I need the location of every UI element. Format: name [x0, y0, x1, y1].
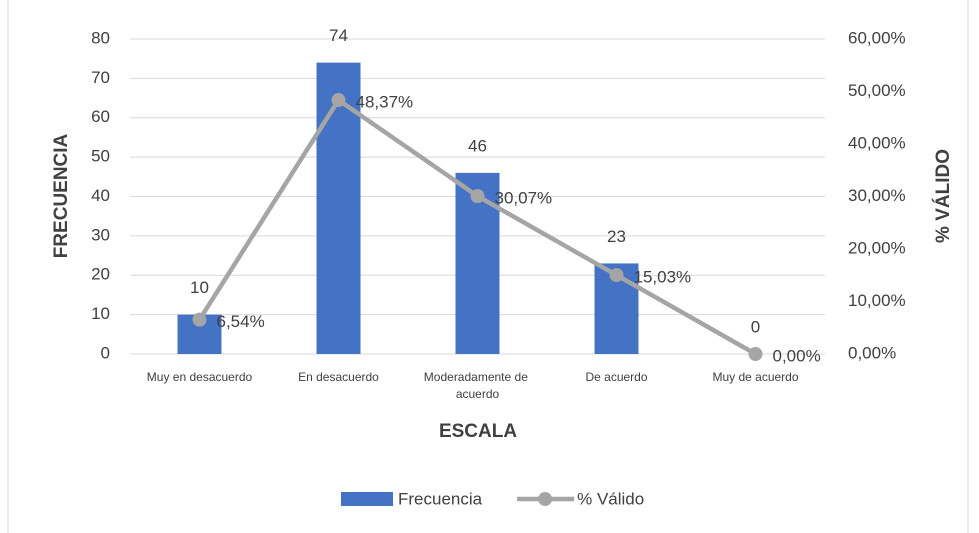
line-value-label: 48,37%: [356, 93, 414, 112]
legend-swatch-marker: [538, 492, 553, 506]
legend-label: Frecuencia: [398, 489, 483, 508]
chart-frame: [7, 0, 969, 533]
line-value-label: 6,54%: [217, 312, 265, 331]
x-tick-label: Muy de acuerdo: [712, 370, 798, 384]
y-tick-label: 50: [91, 147, 110, 166]
y-tick-label: 40: [91, 186, 110, 205]
legend-swatch: [341, 492, 393, 506]
y2-tick-label: 30,00%: [848, 186, 906, 205]
line-value-label: 30,07%: [495, 189, 553, 208]
bar-value-label: 10: [190, 278, 209, 297]
y-tick-label: 80: [91, 28, 110, 47]
y-tick-label: 60: [91, 107, 110, 126]
bar-value-label: 74: [329, 26, 348, 45]
x-tick-label: En desacuerdo: [298, 370, 379, 384]
y-tick-label: 0: [101, 343, 110, 362]
bar-value-label: 46: [468, 136, 487, 155]
y2-tick-label: 0,00%: [848, 343, 896, 362]
y2-tick-label: 20,00%: [848, 238, 906, 257]
y-tick-label: 70: [91, 68, 110, 87]
x-tick-label: Moderadamente de acuerdo: [424, 370, 531, 401]
y-axis-title: FRECUENCIA: [51, 133, 72, 258]
line-marker: [609, 268, 624, 283]
x-axis-title: ESCALA: [439, 421, 517, 442]
line-value-label: 15,03%: [634, 268, 692, 287]
line-marker: [748, 347, 763, 361]
x-tick-label: De acuerdo: [585, 370, 647, 384]
y2-tick-label: 10,00%: [848, 291, 906, 310]
legend-label: % Válido: [577, 489, 644, 508]
y2-axis-title: % VÁLIDO: [932, 149, 954, 243]
bar-value-label: 23: [607, 227, 626, 246]
y2-tick-label: 50,00%: [848, 81, 906, 100]
y-tick-label: 20: [91, 265, 110, 284]
y-tick-label: 10: [91, 304, 110, 323]
y-tick-label: 30: [91, 225, 110, 244]
line-marker: [192, 312, 207, 327]
bar-value-label: 0: [751, 317, 760, 336]
line-value-label: 0,00%: [773, 346, 821, 365]
y2-tick-label: 60,00%: [848, 28, 906, 47]
line-marker: [470, 189, 485, 204]
line-marker: [331, 93, 346, 108]
x-tick-label: Muy en desacuerdo: [147, 370, 253, 384]
y2-tick-label: 40,00%: [848, 133, 906, 152]
